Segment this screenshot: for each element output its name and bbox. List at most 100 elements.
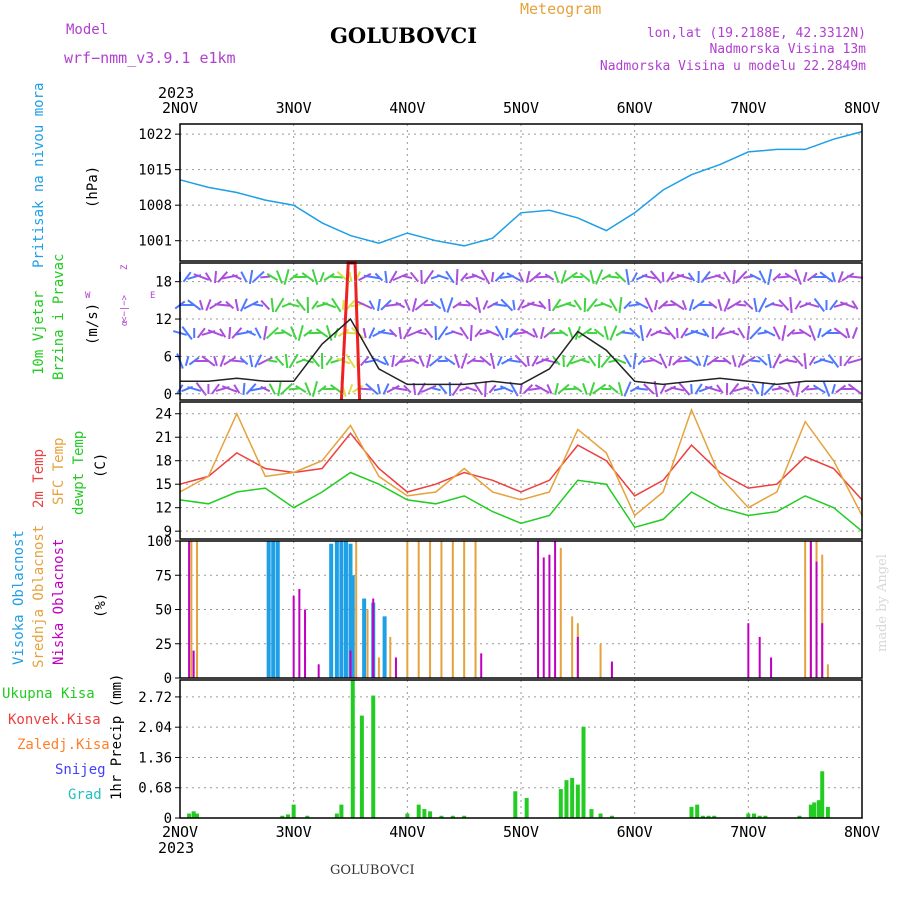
wind-barb [221,385,238,393]
wind-barb [500,298,514,312]
series-line-temp-2 [179,471,863,532]
wind-barb [362,327,367,339]
y-tick-label: 0.68 [138,781,172,797]
x-tick-bottom: 7NOV [730,823,766,841]
y-tick-label: 2.72 [138,690,172,706]
wind-barb [284,353,289,369]
y-tick-label: 0 [164,671,172,687]
bar-precip-0 [825,806,830,818]
wind-barb [574,326,581,340]
wind-barb [758,270,767,284]
wind-barb [268,383,276,395]
wind-barb [608,384,619,394]
y-tick-label: 2.04 [138,720,172,736]
wind-barb [348,271,353,283]
wind-barb [789,296,793,314]
credit: made by Angel [875,554,890,652]
wind-barb [388,328,398,338]
wind-barb [600,301,613,309]
pressure-ylabel-unit: (hPa) [85,166,101,208]
wind-barb [398,326,402,340]
wind-barb [702,354,709,368]
wind-barb [794,300,802,310]
wind-barb [851,327,858,339]
bar-cloud-2 [542,557,545,678]
bar-precip-0 [581,726,586,818]
wind-barb [365,382,379,396]
temp-ylabel-c: dewpt Temp [71,431,87,515]
wind-barb [586,298,598,312]
wind-barb [831,383,836,395]
wind-barb [409,271,419,283]
wind-ylabel-name2: Brzina i Pravac [51,254,67,380]
wind-barb [846,275,863,279]
wind-barb [690,329,707,337]
bar-precip-0 [746,813,751,818]
bar-cloud-2 [610,661,613,678]
wind-barb [482,300,489,310]
panels: 1001 1008 1015 1022 0 6 12 18 9 12 15 18 21 24 0 25 50 75… [138,123,863,827]
wind-barb [184,355,190,367]
wind-barb [527,302,544,308]
wind-barb [731,354,737,368]
wind-barb [784,358,798,364]
wind-barb [248,269,254,285]
coords-label: lon,lat (19.2188E, 42.3312N) [647,26,866,41]
bar-precip-0 [334,813,339,818]
bar-precip-0 [706,815,711,818]
bar-precip-0 [187,813,192,818]
wind-barb [274,331,285,335]
cloud-ylabel-unit: (%) [93,593,109,618]
y-tick-label: 0 [164,387,172,403]
wind-barb [635,387,648,391]
bar-cloud-1 [463,541,466,678]
precip-ylabel-unit: 1hr Precip (mm) [109,674,125,800]
wind-barb [342,299,345,311]
wind-barb [544,273,555,281]
bar-cloud-0 [334,541,339,678]
x-tick-top: 7NOV [730,99,766,117]
wind-barb [280,329,293,337]
wind-barb [837,271,844,283]
wind-barb [242,382,246,396]
wind-barb [374,272,384,282]
wind-barb [423,269,435,285]
wind-barb [778,385,790,393]
wind-barb [659,384,667,394]
wind-barb [376,298,381,312]
wind-barb [277,381,282,397]
wind-barb [205,299,212,311]
wind-barb [817,327,822,339]
wind-barb [812,384,826,394]
y-tick-label: 12 [155,501,172,517]
wind-barb [251,270,265,284]
wind-barb [219,328,227,338]
wind-barb [625,268,630,286]
panel-cloud: 0 25 50 75 100 [147,534,863,687]
wind-barb [845,327,851,339]
wind-barb [195,382,207,396]
wind-barb [672,356,683,366]
wind-barb [600,354,613,368]
wind-barb [729,330,740,336]
wind-barb [246,329,256,337]
wind-barb [406,328,423,338]
x-tick-top: 6NOV [617,99,653,117]
wind-barb [446,297,454,313]
bar-precip-0 [428,811,433,818]
wind-barb [558,329,569,337]
wind-barb [609,325,618,341]
bar-cloud-1 [451,541,454,678]
wind-barb [778,299,790,311]
wind-barb [201,355,216,367]
wind-barb [382,356,390,366]
wind-barb [416,330,427,336]
bar-cloud-2 [349,650,352,678]
wind-barb [239,298,248,312]
wind-barb [239,356,249,366]
year-bottom: 2023 [158,839,194,857]
wind-barb [555,301,572,309]
wind-barb [819,358,834,364]
wind-barb [523,384,534,394]
